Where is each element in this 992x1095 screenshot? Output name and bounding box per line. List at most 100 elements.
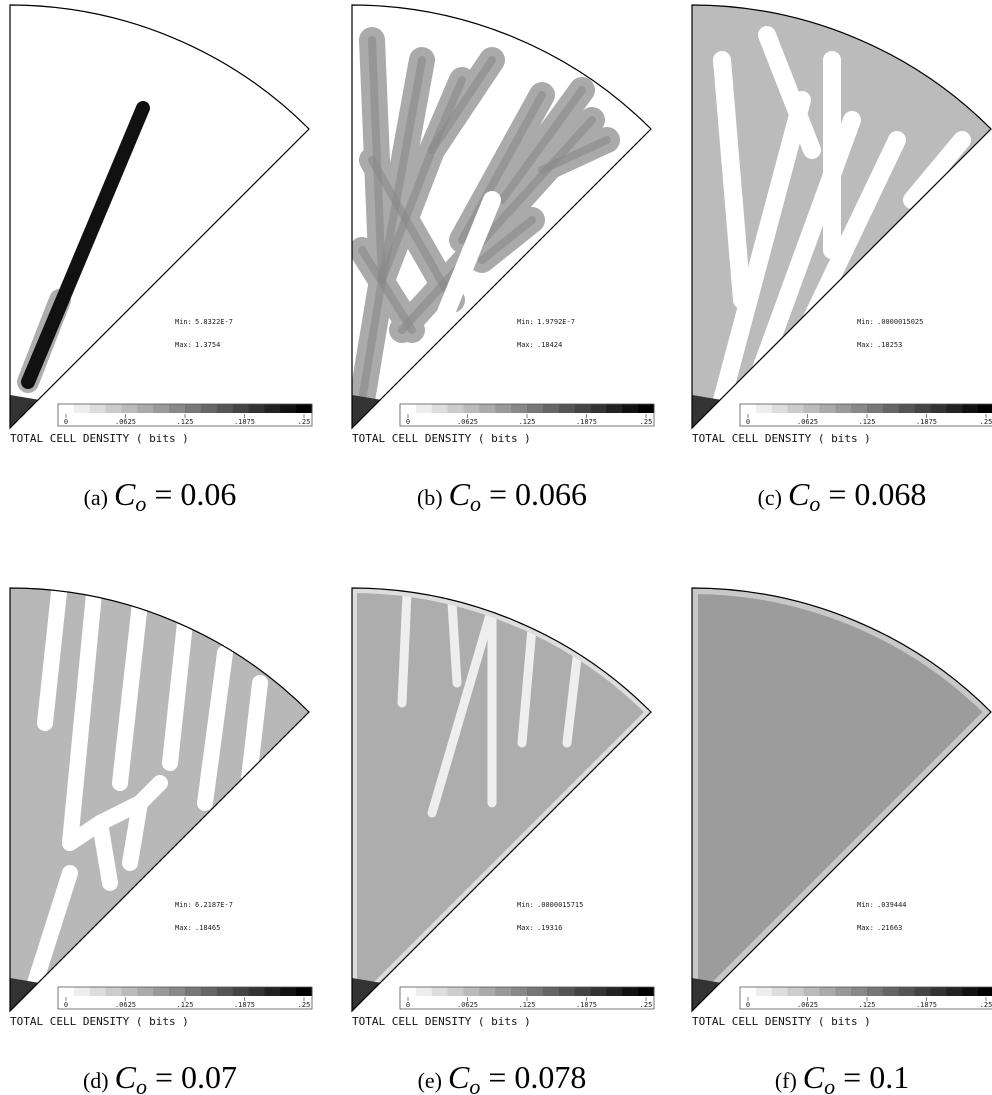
colorbar-step bbox=[153, 404, 170, 413]
max-label: Max: bbox=[175, 341, 192, 349]
colorbar-step bbox=[606, 404, 623, 413]
pattern bbox=[428, 56, 496, 154]
colorbar-step bbox=[479, 404, 496, 413]
colorbar-step bbox=[851, 404, 868, 413]
colorbar-step bbox=[248, 404, 265, 413]
colorbar-step bbox=[622, 987, 639, 996]
pattern bbox=[397, 588, 412, 708]
pattern bbox=[378, 56, 426, 284]
colorbar-step bbox=[216, 987, 234, 996]
colorbar-title: TOTAL CELL DENSITY ( bits ) bbox=[352, 432, 531, 445]
caption-subscript: o bbox=[136, 1074, 147, 1095]
caption-tag: (e) bbox=[418, 1068, 442, 1093]
pattern bbox=[458, 91, 546, 244]
pattern bbox=[62, 775, 168, 851]
sector-outline bbox=[351, 587, 652, 1013]
min-value: .0000015715 bbox=[537, 901, 583, 909]
pattern bbox=[92, 815, 118, 891]
caption: (d) Co = 0.07 bbox=[83, 1059, 237, 1095]
pattern bbox=[398, 116, 596, 334]
colorbar-step bbox=[835, 404, 852, 413]
colorbar-tick-label: 0 bbox=[64, 418, 68, 426]
colorbar-frame bbox=[399, 403, 655, 427]
pattern bbox=[562, 653, 582, 748]
pattern bbox=[352, 588, 651, 1011]
colorbar-step bbox=[232, 987, 249, 996]
colorbar-step bbox=[755, 987, 773, 996]
colorbar-step bbox=[527, 987, 544, 996]
colorbar-step bbox=[771, 987, 789, 996]
colorbar-step bbox=[803, 987, 820, 996]
field bbox=[692, 588, 991, 1011]
caption: (f) Co = 0.1 bbox=[775, 1059, 909, 1095]
colorbar-step bbox=[558, 404, 576, 413]
caption-equals: = 0.066 bbox=[489, 476, 587, 512]
colorbar-step bbox=[622, 404, 639, 413]
colorbar-step bbox=[527, 404, 544, 413]
pattern bbox=[122, 795, 148, 871]
colorbar-frame bbox=[739, 986, 992, 1010]
colorbar-step bbox=[867, 404, 884, 413]
colorbar-tick-label: .125 bbox=[177, 1001, 194, 1009]
colorbar-tick-label: .0625 bbox=[115, 1001, 136, 1009]
caption-variable: C bbox=[788, 476, 810, 512]
caption-subscript: o bbox=[809, 491, 820, 516]
colorbar-tick-label: 0 bbox=[746, 418, 750, 426]
colorbar-step bbox=[447, 404, 464, 413]
colorbar-tick-label: .1875 bbox=[916, 418, 937, 426]
colorbar-step bbox=[296, 987, 313, 996]
colorbar-tick-label: .125 bbox=[177, 418, 194, 426]
colorbar-step bbox=[463, 987, 480, 996]
colorbar-tick-label: .25 bbox=[980, 418, 992, 426]
colorbar-step bbox=[638, 404, 655, 413]
max-value: .18253 bbox=[877, 341, 902, 349]
colorbar-tick-label: .25 bbox=[298, 1001, 311, 1009]
field bbox=[10, 5, 309, 428]
min-label: Min: bbox=[175, 901, 192, 909]
caption-tag: (d) bbox=[83, 1068, 109, 1093]
colorbar-step bbox=[447, 987, 464, 996]
caption-equals: = 0.068 bbox=[828, 476, 926, 512]
colorbar-step bbox=[264, 404, 281, 413]
colorbar-step bbox=[248, 987, 265, 996]
pattern bbox=[692, 5, 991, 428]
colorbar-title: TOTAL CELL DENSITY ( bits ) bbox=[692, 1015, 871, 1028]
caption-variable: C bbox=[448, 1059, 470, 1095]
caption-tag: (a) bbox=[84, 485, 108, 510]
colorbar-step bbox=[73, 987, 91, 996]
colorbar-step bbox=[431, 987, 449, 996]
colorbar-step bbox=[914, 404, 931, 413]
colorbar-step bbox=[121, 404, 138, 413]
min-value: 6.2187E-7 bbox=[195, 901, 233, 909]
sector-outline bbox=[351, 4, 652, 430]
colorbar-step bbox=[867, 987, 884, 996]
colorbar-step bbox=[542, 404, 560, 413]
colorbar-step bbox=[930, 987, 947, 996]
max-value: .19316 bbox=[537, 924, 562, 932]
colorbar-tick-label: 0 bbox=[64, 1001, 68, 1009]
pattern bbox=[498, 86, 586, 204]
colorbar-tick-label: .25 bbox=[640, 418, 653, 426]
pattern bbox=[517, 623, 537, 748]
colorbar-step bbox=[169, 987, 186, 996]
colorbar-step bbox=[511, 404, 528, 413]
caption-variable: C bbox=[114, 476, 136, 512]
caption-subscript: o bbox=[824, 1074, 835, 1095]
sector-outline bbox=[691, 587, 992, 1013]
caption-tag: (f) bbox=[775, 1068, 797, 1093]
colorbar-tick-label: 0 bbox=[406, 418, 410, 426]
colorbar-tick-label: .1875 bbox=[576, 1001, 597, 1009]
colorbar-step bbox=[495, 987, 512, 996]
min-value: 5.8322E-7 bbox=[195, 318, 233, 326]
colorbar-frame bbox=[57, 403, 313, 427]
min-label: Min: bbox=[517, 318, 534, 326]
pattern bbox=[162, 615, 193, 771]
colorbar-step bbox=[787, 987, 804, 996]
colorbar-step bbox=[574, 987, 591, 996]
field bbox=[352, 588, 651, 1011]
colorbar-step bbox=[185, 987, 202, 996]
colorbar-step bbox=[137, 404, 154, 413]
pattern bbox=[197, 645, 233, 811]
min-value: 1.9792E-7 bbox=[537, 318, 575, 326]
